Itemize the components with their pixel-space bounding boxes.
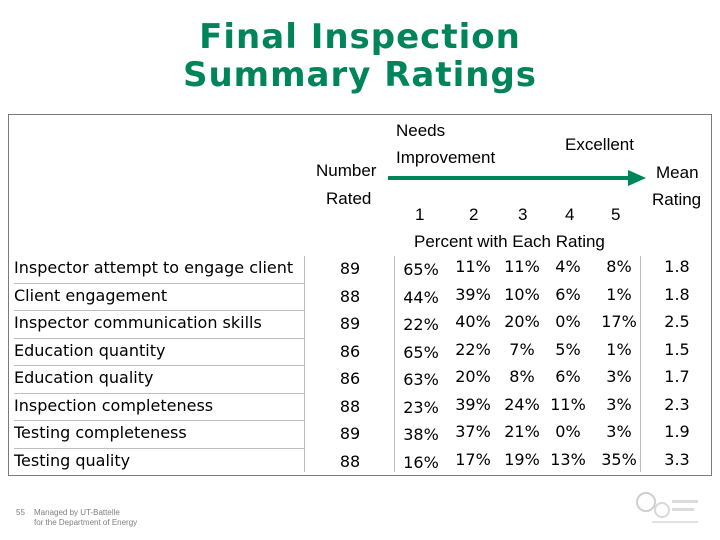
number-rated-cell: 89 <box>339 424 361 443</box>
number-rated-cell: 88 <box>339 451 361 471</box>
scale-2: 2 <box>469 205 479 224</box>
percent-cell-2: 39% <box>455 284 491 304</box>
percent-cell-3: 20% <box>504 312 540 331</box>
row-separator <box>14 365 304 366</box>
mean-rating-cell: 1.8 <box>664 284 690 304</box>
number-rated-cell: 86 <box>339 341 361 361</box>
percent-cell-4: 0% <box>555 422 581 441</box>
percent-cell-4: 13% <box>550 449 586 469</box>
percent-cell-5: 3% <box>606 394 632 414</box>
percent-cell-3: 8% <box>509 367 535 386</box>
percent-cell-1: 44% <box>403 287 439 307</box>
percent-cell-5: 1% <box>606 339 632 359</box>
mean-rating-cell: 2.5 <box>664 312 690 331</box>
percent-cell-2: 11% <box>455 257 491 276</box>
percent-cell-5: 3% <box>606 422 632 441</box>
scale-5: 5 <box>611 205 621 224</box>
percent-cell-2: 40% <box>455 312 491 331</box>
percent-cell-1: 23% <box>403 397 439 417</box>
scale-4: 4 <box>565 205 575 224</box>
row-separator <box>14 392 304 394</box>
header-improvement: Improvement <box>396 148 496 167</box>
row-label: Education quality <box>14 368 154 387</box>
percent-cell-4: 6% <box>555 284 581 304</box>
percent-cell-4: 11% <box>550 394 586 414</box>
scale-3: 3 <box>518 205 528 224</box>
mean-rating-cell: 1.8 <box>664 257 690 276</box>
row-label: Client engagement <box>14 285 168 305</box>
header-mean: Mean <box>656 163 699 182</box>
number-rated-cell: 88 <box>339 396 361 416</box>
page-number: 55 <box>16 508 25 517</box>
percent-cell-4: 5% <box>555 339 581 359</box>
row-separator <box>14 282 304 284</box>
percent-caption: Percent with Each Rating <box>414 232 605 251</box>
scale-1: 1 <box>415 205 425 224</box>
percent-cell-5: 17% <box>601 312 637 331</box>
divider-number <box>394 256 395 472</box>
footer-line2: for the Department of Energy <box>34 518 138 527</box>
percent-cell-2: 20% <box>455 367 491 386</box>
percent-cell-1: 65% <box>403 260 439 279</box>
divider-labels <box>304 256 305 472</box>
header-rating: Rating <box>652 190 702 209</box>
slide-title-line1: Final Inspection <box>199 17 521 57</box>
header-needs: Needs <box>396 121 446 140</box>
row-separator <box>14 310 304 311</box>
percent-cell-5: 35% <box>601 449 637 469</box>
row-label: Testing completeness <box>14 423 187 442</box>
number-rated-cell: 89 <box>339 259 361 278</box>
number-rated-cell: 89 <box>339 314 361 333</box>
percent-cell-1: 63% <box>403 370 439 389</box>
percent-cell-2: 39% <box>455 394 491 414</box>
percent-cell-4: 0% <box>555 312 581 331</box>
row-label: Inspector attempt to engage client <box>14 258 294 277</box>
percent-cell-3: 11% <box>504 257 540 276</box>
header-number: Number <box>316 161 377 180</box>
percent-cell-3: 24% <box>504 394 540 414</box>
percent-cell-1: 65% <box>403 342 439 362</box>
number-rated-cell: 86 <box>339 369 361 388</box>
row-label: Education quantity <box>14 340 166 360</box>
mean-rating-cell: 1.7 <box>664 367 690 386</box>
improvement-arrow-icon <box>388 170 646 186</box>
mean-rating-cell: 1.5 <box>664 339 690 359</box>
percent-cell-2: 22% <box>455 339 491 359</box>
percent-cell-3: 10% <box>504 284 540 304</box>
row-separator <box>14 420 304 421</box>
row-separator <box>14 337 304 339</box>
slide-title-line2: Summary Ratings <box>182 55 538 95</box>
mean-rating-cell: 3.3 <box>664 449 690 469</box>
percent-cell-3: 19% <box>504 449 540 469</box>
header-excellent: Excellent <box>565 135 634 154</box>
percent-cell-1: 22% <box>403 315 439 334</box>
percent-cell-5: 8% <box>606 257 632 276</box>
divider-mean <box>640 256 641 472</box>
percent-cell-4: 6% <box>555 367 581 386</box>
mean-rating-cell: 1.9 <box>664 422 690 441</box>
percent-cell-5: 1% <box>606 284 632 304</box>
percent-cell-2: 37% <box>455 422 491 441</box>
percent-cell-1: 38% <box>403 425 439 444</box>
row-label: Testing quality <box>14 450 131 470</box>
ratings-table-frame <box>8 114 712 476</box>
footer-line1: Managed by UT-Battelle <box>34 508 120 517</box>
percent-cell-1: 16% <box>403 452 439 472</box>
row-label: Inspection completeness <box>14 395 214 415</box>
row-label: Inspector communication skills <box>14 313 262 332</box>
number-rated-cell: 88 <box>339 286 361 306</box>
lab-logo-icon <box>632 488 704 528</box>
percent-cell-3: 21% <box>504 422 540 441</box>
percent-cell-2: 17% <box>455 449 491 469</box>
percent-cell-3: 7% <box>509 339 535 359</box>
percent-cell-4: 4% <box>555 257 581 276</box>
row-separator <box>14 447 304 449</box>
percent-cell-5: 3% <box>606 367 632 386</box>
header-rated: Rated <box>326 189 372 208</box>
mean-rating-cell: 2.3 <box>664 394 690 414</box>
